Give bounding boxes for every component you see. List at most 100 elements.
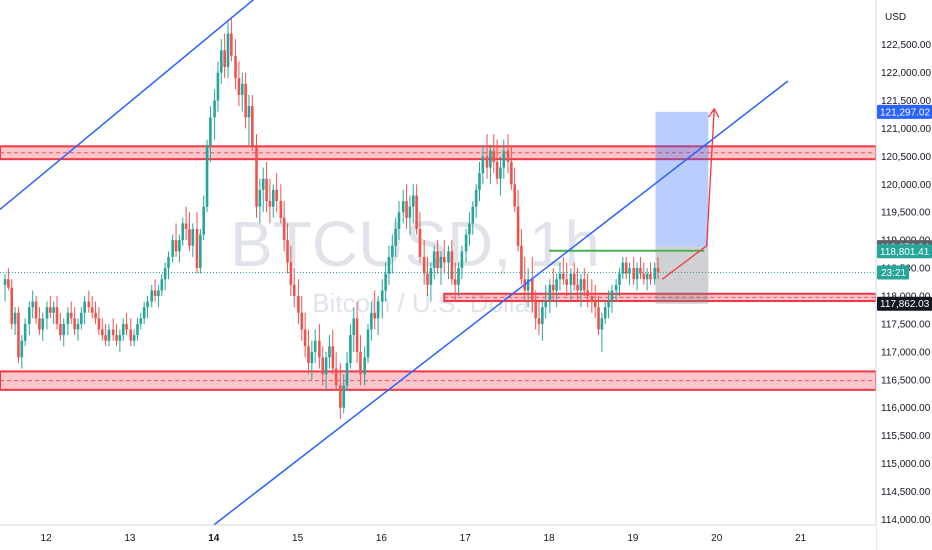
long-position-box[interactable]	[655, 111, 709, 304]
candle-body	[271, 189, 275, 207]
trendline-0[interactable]	[0, 0, 260, 211]
candle-body	[90, 307, 94, 313]
candle-body	[76, 323, 80, 330]
candle-body	[551, 284, 555, 291]
candle-body	[13, 312, 17, 324]
time-tick-label: 17	[460, 533, 472, 544]
candle-body	[31, 301, 34, 308]
candle-body	[572, 273, 576, 285]
candle-body	[129, 329, 133, 341]
candle-body	[150, 290, 154, 302]
candle-body	[582, 279, 586, 291]
price-tick-label: 116,500.00	[881, 375, 931, 386]
candle-body	[178, 240, 181, 252]
candle-body	[373, 312, 377, 319]
candle-body	[255, 145, 258, 207]
price-axis[interactable]: USD 114,000.00 114,500.00 115,000.00 115,50…	[875, 0, 932, 550]
candle-body	[632, 268, 636, 280]
candle-body	[331, 346, 335, 369]
candle-body	[621, 262, 625, 274]
candle-body	[279, 201, 283, 218]
candle-body	[468, 223, 471, 235]
candle-body	[492, 150, 496, 162]
candle-body	[153, 290, 157, 297]
candle-body	[237, 78, 241, 95]
candle-body	[485, 156, 489, 168]
candle-body	[167, 256, 170, 269]
candle-body	[73, 318, 76, 330]
countdown-text: 23:21	[881, 268, 906, 279]
candle-body	[603, 307, 607, 319]
candle-body	[118, 335, 122, 341]
candle-body	[10, 287, 14, 324]
price-labels: 121,297.02118,876.04118,801.41117,862.03…	[877, 104, 932, 311]
candle-body	[34, 301, 38, 319]
candle-body	[439, 256, 443, 269]
candle-body	[656, 268, 660, 273]
time-tick-label: 13	[124, 533, 136, 544]
candle-body	[635, 268, 639, 280]
drawing-overlays[interactable]	[0, 0, 876, 526]
price-tick-label: 120,500.00	[881, 152, 931, 163]
candle-body	[531, 279, 534, 302]
candle-body	[80, 312, 83, 324]
candle-body	[223, 50, 226, 68]
candle-body	[464, 234, 468, 252]
candle-body	[534, 301, 537, 319]
candle-body	[136, 323, 139, 336]
candle-body	[244, 83, 247, 118]
candle-body	[240, 83, 244, 95]
candle-body	[160, 279, 164, 291]
candle-body	[181, 223, 185, 241]
candle-body	[447, 251, 450, 263]
candle-body	[202, 206, 206, 235]
candle-body	[48, 307, 52, 313]
candle-body	[87, 301, 91, 308]
projection-path[interactable]	[661, 108, 715, 280]
candle-body	[199, 234, 202, 269]
candle-body	[324, 357, 328, 375]
candle-body	[558, 273, 562, 280]
candle-body	[303, 329, 307, 347]
candle-body	[628, 268, 631, 274]
candle-body	[97, 318, 101, 330]
candle-body	[292, 284, 296, 297]
price-label-tag	[877, 244, 932, 259]
time-tick-label: 20	[711, 533, 723, 544]
price-tick-label: 117,000.00	[881, 347, 931, 358]
candle-body	[213, 100, 216, 118]
candle-body	[59, 323, 62, 336]
price-tick-label: 116,000.00	[881, 403, 931, 414]
candle-body	[300, 312, 304, 330]
candle-body	[55, 307, 59, 324]
stop-zone[interactable]	[655, 247, 709, 304]
candle-body	[415, 195, 418, 229]
candle-body	[265, 178, 268, 202]
candle-body	[495, 161, 499, 179]
target-zone[interactable]	[655, 111, 709, 248]
candle-body	[453, 279, 457, 285]
candle-body	[569, 273, 573, 285]
candle-body	[282, 217, 286, 241]
price-tick-label: 119,500.00	[881, 208, 931, 219]
candle-body	[275, 189, 278, 202]
price-tick-label: 121,000.00	[881, 124, 931, 135]
candle-body	[432, 251, 436, 269]
candle-body	[370, 312, 373, 330]
candle-body	[297, 296, 300, 313]
trendline-1[interactable]	[213, 80, 789, 526]
candle-body	[313, 340, 317, 352]
time-tick-label: 14	[208, 533, 220, 544]
time-axis[interactable]: 12 13 14 15 16 17 18 19 20 21	[0, 524, 876, 550]
candle-body	[121, 323, 125, 336]
candle-body	[376, 301, 380, 319]
candle-body	[442, 256, 446, 263]
time-axis-background	[0, 525, 876, 550]
candle-body	[328, 346, 331, 358]
price-tick-label: 114,000.00	[881, 515, 931, 526]
candle-body	[83, 301, 86, 313]
candle-body	[3, 279, 7, 285]
candle-body	[66, 312, 70, 324]
candle-body	[555, 279, 558, 291]
